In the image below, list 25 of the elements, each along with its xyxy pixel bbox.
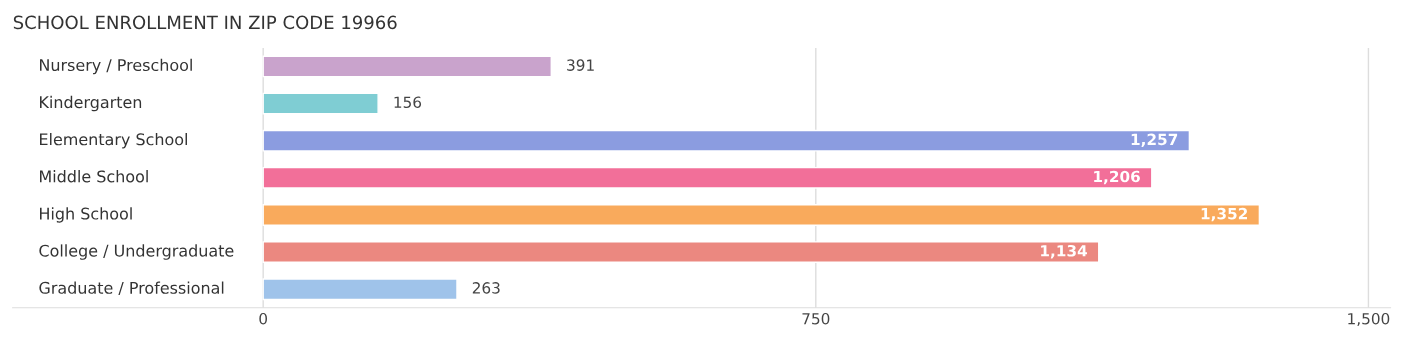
data-label: 1,352 xyxy=(1201,207,1247,222)
bar xyxy=(262,204,1261,226)
y-tick-label: Graduate / Professional xyxy=(39,281,224,296)
x-tick-label: 0 xyxy=(259,312,268,325)
chart-title: SCHOOL ENROLLMENT IN ZIP CODE 19966 xyxy=(13,15,397,30)
data-label: 263 xyxy=(472,282,500,294)
bar xyxy=(262,92,379,115)
y-tick-label: Elementary School xyxy=(40,132,187,149)
y-tick-label: Nursery / Preschool xyxy=(40,58,192,75)
y-tick-label: College / Undergraduate xyxy=(39,244,234,260)
bar xyxy=(262,241,1100,264)
y-tick-label: Kindergarten xyxy=(40,95,142,112)
bar xyxy=(262,55,552,78)
x-tick-label: 750 xyxy=(802,312,830,325)
data-label: 156 xyxy=(394,96,422,109)
data-label: 391 xyxy=(567,59,594,71)
y-tick-label: Middle School xyxy=(40,170,148,183)
bar xyxy=(262,166,1153,189)
data-label: 1,257 xyxy=(1131,133,1178,148)
y-tick-label: High School xyxy=(40,207,132,223)
data-label: 1,206 xyxy=(1094,170,1140,185)
bar xyxy=(262,278,458,301)
data-label: 1,134 xyxy=(1041,244,1087,259)
x-tick-label: 1,500 xyxy=(1348,312,1390,327)
bar xyxy=(262,129,1191,152)
